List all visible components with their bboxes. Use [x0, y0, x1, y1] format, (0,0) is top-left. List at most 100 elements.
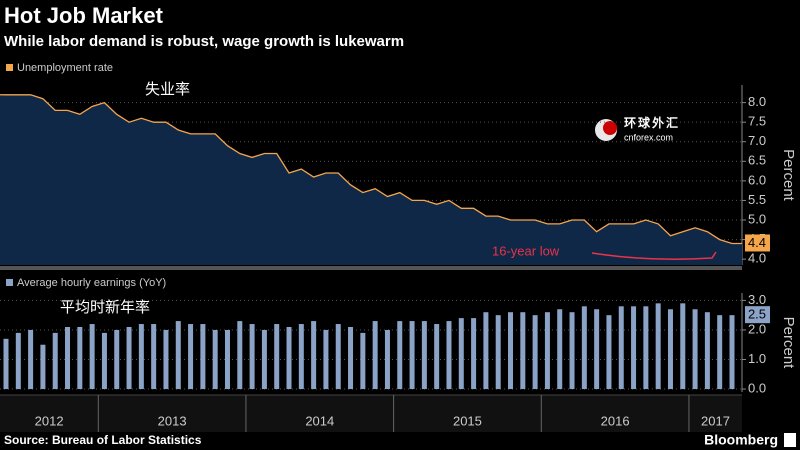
- bar: [15, 332, 21, 390]
- y-tick-label: 0.0: [748, 380, 766, 395]
- brand-icon: [784, 433, 796, 447]
- bar: [298, 324, 304, 390]
- bar: [163, 329, 169, 390]
- bar: [274, 324, 280, 390]
- source: Source: Bureau of Labor Statistics: [4, 433, 202, 447]
- bar: [237, 321, 243, 390]
- bar: [323, 329, 329, 390]
- bar: [138, 324, 144, 390]
- bar: [175, 321, 181, 390]
- y-tick-label: 6.0: [748, 172, 766, 187]
- bar: [28, 329, 34, 390]
- bar: [581, 306, 587, 390]
- panel-divider: [0, 266, 742, 270]
- bar: [335, 324, 341, 390]
- watermark-name: 环球外汇: [624, 115, 680, 130]
- y-tick-label: 6.5: [748, 153, 766, 168]
- bar: [483, 312, 489, 390]
- bar: [348, 326, 354, 390]
- bar: [729, 315, 735, 390]
- bar: [471, 318, 477, 390]
- bar: [40, 344, 46, 390]
- bar: [77, 326, 83, 390]
- bar: [458, 318, 464, 390]
- bar: [446, 321, 452, 390]
- chart-title: Hot Job Market: [4, 3, 164, 28]
- area: [0, 94, 742, 265]
- bar: [65, 326, 71, 390]
- line: [0, 94, 743, 245]
- bar: [434, 324, 440, 390]
- bar: [384, 329, 390, 390]
- y-tick-label: 8.0: [748, 94, 766, 109]
- bar: [286, 326, 292, 390]
- y-tick-label: 2.0: [748, 321, 766, 336]
- x-axis-band: [0, 395, 742, 432]
- bar: [89, 324, 95, 390]
- chart-subtitle: While labor demand is robust, wage growt…: [4, 33, 404, 50]
- x-tick-label: 2013: [158, 413, 187, 428]
- bar: [224, 329, 230, 390]
- legend-swatch: [6, 64, 13, 71]
- bar: [655, 303, 661, 390]
- bar: [311, 321, 317, 390]
- bar: [692, 309, 698, 390]
- y-tick-label: 3.0: [748, 292, 766, 307]
- bar: [631, 306, 637, 390]
- bar: [397, 321, 403, 390]
- bar: [618, 306, 624, 390]
- bar: [508, 312, 514, 390]
- y-tick-label: 5.5: [748, 192, 766, 207]
- bar: [667, 309, 673, 390]
- bar: [126, 326, 132, 390]
- bar: [717, 315, 723, 390]
- bar: [557, 309, 563, 390]
- bar: [594, 309, 600, 390]
- watermark: 环球外汇 cnforex.com: [595, 115, 680, 142]
- x-tick-label: 2014: [305, 413, 334, 428]
- bar: [532, 315, 538, 390]
- bar: [101, 332, 107, 390]
- watermark-logo-inner: [603, 121, 617, 135]
- bar: [52, 332, 58, 390]
- bar: [212, 329, 218, 390]
- annotation: 平均时新年率: [60, 299, 150, 316]
- brand: Bloomberg: [704, 432, 778, 448]
- last-value-box: [745, 234, 770, 252]
- bar: [151, 324, 157, 390]
- bar: [606, 315, 612, 390]
- bar: [200, 324, 206, 390]
- bar: [643, 306, 649, 390]
- bar: [680, 303, 686, 390]
- annotation-note: 16-year low: [492, 243, 560, 258]
- last-value-box: [745, 306, 770, 324]
- y-tick-label: 7.5: [748, 114, 766, 129]
- y-tick-label: 7.0: [748, 133, 766, 148]
- watermark-site: cnforex.com: [624, 132, 673, 142]
- y-tick-label: 4.0: [748, 251, 766, 266]
- bar: [372, 321, 378, 390]
- bar: [409, 321, 415, 390]
- bar: [495, 315, 501, 390]
- bar: [569, 312, 575, 390]
- legend-label: Average hourly earnings (YoY): [17, 277, 166, 289]
- legend-swatch: [6, 279, 13, 286]
- bar: [421, 321, 427, 390]
- y-axis-label: Percent: [780, 149, 797, 202]
- bar: [188, 324, 194, 390]
- x-tick-label: 2017: [701, 413, 730, 428]
- y-tick-label: 5.0: [748, 211, 766, 226]
- bar: [704, 312, 710, 390]
- bar: [360, 332, 366, 390]
- bar: [261, 329, 267, 390]
- x-tick-label: 2016: [601, 413, 630, 428]
- y-axis-label: Percent: [780, 317, 797, 370]
- last-value-label: 4.4: [748, 235, 766, 250]
- bar: [520, 312, 526, 390]
- bar: [114, 329, 120, 390]
- x-tick-label: 2015: [453, 413, 482, 428]
- legend-label: Unemployment rate: [17, 62, 113, 74]
- last-value-label: 2.5: [748, 307, 766, 322]
- y-tick-label: 1.0: [748, 351, 766, 366]
